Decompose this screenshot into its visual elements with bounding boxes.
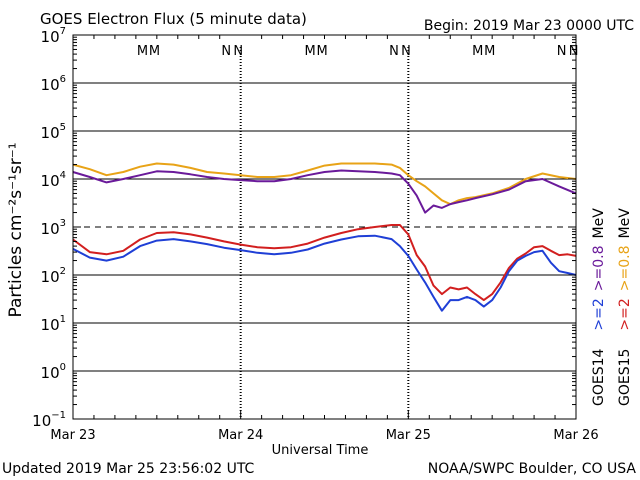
plot-frame xyxy=(72,34,577,420)
n-marker-goes15: N xyxy=(569,44,579,59)
legend-goes14: GOES14>=2>=0.8MeV xyxy=(591,208,607,406)
m-marker-goes14: M xyxy=(305,44,316,59)
m-marker-goes15: M xyxy=(149,44,160,59)
y-tick-label: 101 xyxy=(41,314,66,334)
legend-goes15: GOES15>=2>=0.8MeV xyxy=(617,208,633,406)
n-marker-goes14: N xyxy=(221,44,231,59)
x-tick-label: Mar 26 xyxy=(553,428,598,443)
series-line-g15_08 xyxy=(72,162,577,206)
y-tick-label: 100 xyxy=(41,362,66,382)
x-axis-ticks: Mar 23 Mar 24 Mar 25 Mar 26 xyxy=(50,35,599,443)
chart-title: GOES Electron Flux (5 minute data) xyxy=(40,10,307,28)
begin-label: Begin: 2019 Mar 23 0000 UTC xyxy=(424,18,634,34)
updated-text: Updated 2019 Mar 25 23:56:02 UTC xyxy=(2,461,255,477)
y-tick-label: 102 xyxy=(41,266,66,286)
m-marker-goes14: M xyxy=(137,44,148,59)
x-tick-label: Mar 23 xyxy=(50,428,95,443)
right-legend: GOES14>=2>=0.8MeV GOES15>=2>=0.8MeV xyxy=(591,208,633,406)
m-marker-goes14: M xyxy=(472,44,483,59)
n-marker-goes15: N xyxy=(233,44,243,59)
n-marker-goes14: N xyxy=(389,44,399,59)
n-marker-goes14: N xyxy=(557,44,567,59)
y-tick-label: 106 xyxy=(41,74,66,94)
day-boundary-lines xyxy=(239,47,410,419)
n-marker-goes15: N xyxy=(401,44,411,59)
grid-lines xyxy=(73,82,576,372)
series-line-g14_2 xyxy=(72,234,577,312)
series-line-g15_2 xyxy=(72,224,577,302)
data-series xyxy=(72,162,577,312)
series-line-g14_08 xyxy=(72,169,577,214)
credit-text: NOAA/SWPC Boulder, CO USA xyxy=(428,461,637,477)
x-tick-label: Mar 25 xyxy=(386,428,431,443)
y-tick-label: 107 xyxy=(41,26,66,46)
x-axis-label: Universal Time xyxy=(272,443,369,458)
y-axis-label: Particles cm⁻²s⁻¹sr⁻¹ xyxy=(6,142,26,317)
y-tick-label: 10−1 xyxy=(32,410,66,430)
x-tick-label: Mar 24 xyxy=(218,428,263,443)
m-marker-goes15: M xyxy=(317,44,328,59)
y-tick-label: 105 xyxy=(41,122,66,142)
y-tick-label: 104 xyxy=(41,170,66,190)
y-axis-ticks: 107 106 105 104 103 102 101 100 10−1 xyxy=(32,26,576,430)
m-marker-goes15: M xyxy=(484,44,495,59)
mn-markers: M M M M M MN N N N N N xyxy=(137,44,579,59)
y-tick-label: 103 xyxy=(41,218,66,238)
